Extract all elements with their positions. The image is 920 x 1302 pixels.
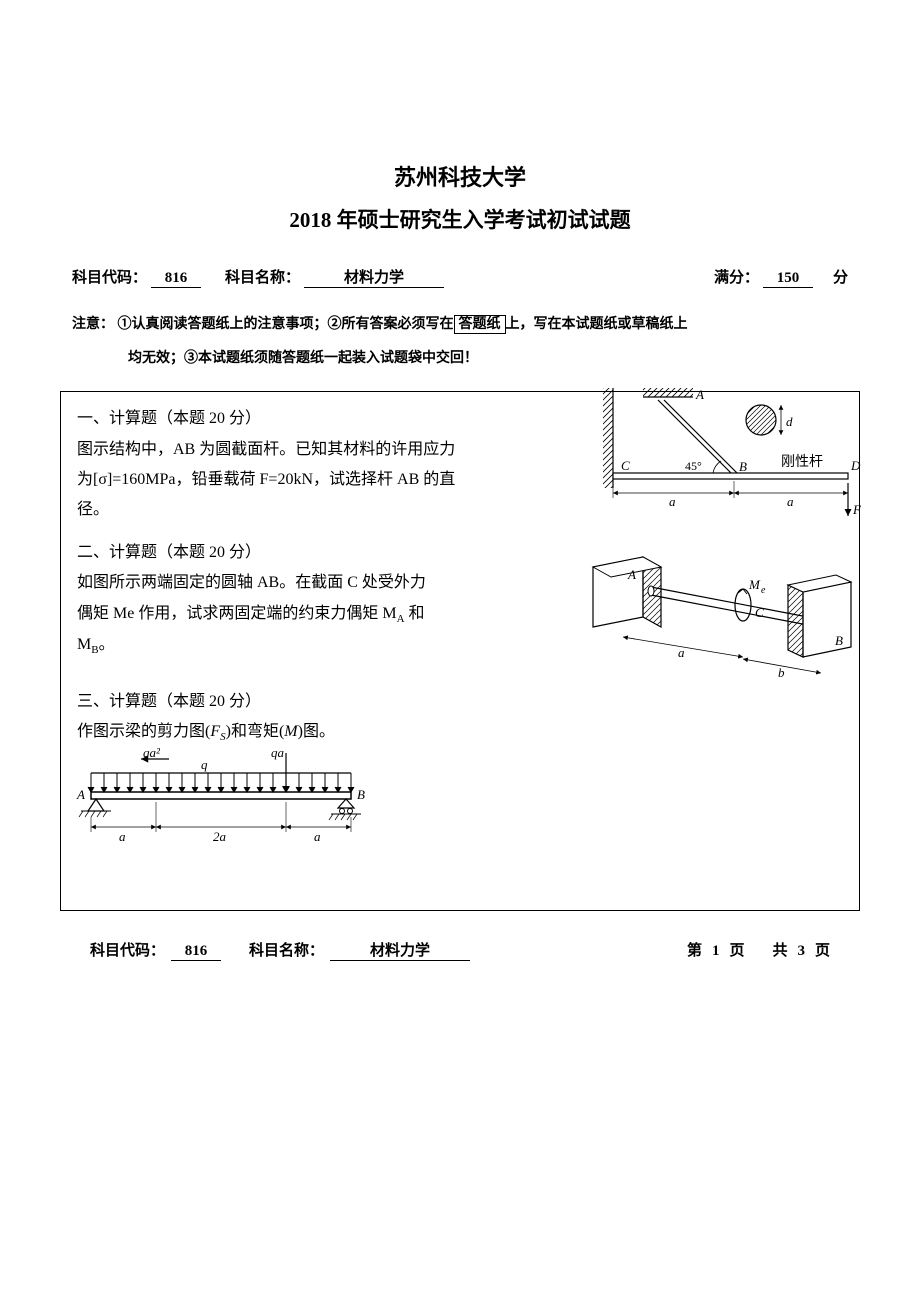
question-3: 三、计算题（本题 20 分） 作图示梁的剪力图(FS)和弯矩(M)图。: [77, 687, 843, 748]
name-value: 材料力学: [304, 266, 444, 288]
score-unit: 分: [833, 266, 848, 287]
code-value: 816: [151, 270, 201, 288]
footer-name-label: 科目名称：: [249, 939, 324, 960]
svg-text:B: B: [739, 459, 747, 474]
svg-text:qa²: qa²: [143, 747, 161, 760]
svg-text:A: A: [76, 787, 85, 802]
svg-text:45°: 45°: [685, 459, 702, 473]
svg-text:qa: qa: [271, 747, 285, 760]
notice-line-2: 均无效；③本试题纸须随答题纸一起装入试题袋中交回！: [72, 342, 848, 376]
q3-title: 三、计算题（本题 20 分）: [77, 687, 843, 717]
svg-text:F: F: [852, 502, 862, 517]
svg-text:D: D: [850, 458, 861, 473]
q2-body: 如图所示两端固定的圆轴 AB。在截面 C 处受外力偶矩 Me 作用，试求两固定端…: [77, 568, 427, 661]
svg-text:A: A: [627, 567, 636, 582]
svg-text:A: A: [695, 388, 704, 402]
exam-title: 2018 年硕士研究生入学考试初试试题: [60, 204, 860, 234]
svg-text:M: M: [748, 577, 761, 592]
page-num: 1: [708, 943, 724, 960]
name-label: 科目名称：: [225, 266, 300, 287]
score-value: 150: [763, 270, 813, 288]
code-label: 科目代码：: [72, 266, 147, 287]
svg-text:B: B: [835, 633, 843, 648]
figure-3: q qa² qa A B: [71, 747, 381, 847]
svg-text:q: q: [201, 757, 208, 772]
svg-text:2a: 2a: [213, 829, 227, 844]
svg-text:B: B: [357, 787, 365, 802]
svg-text:b: b: [778, 665, 785, 680]
page-header: 苏州科技大学 2018 年硕士研究生入学考试初试试题: [60, 160, 860, 234]
questions-box: 一、计算题（本题 20 分） 图示结构中，AB 为圆截面杆。已知其材料的许用应力…: [60, 391, 860, 911]
svg-text:e: e: [761, 585, 766, 596]
figure-1: C 45° B A d 刚性杆 D F a a: [603, 388, 863, 528]
q3-body: 作图示梁的剪力图(FS)和弯矩(M)图。: [77, 717, 843, 748]
svg-text:a: a: [669, 494, 676, 509]
svg-text:a: a: [787, 494, 794, 509]
footer-name: 材料力学: [330, 939, 470, 961]
notice-line-1: 注意： ①认真阅读答题纸上的注意事项；②所有答案必须写在答题纸上，写在本试题纸或…: [72, 308, 848, 342]
boxed-text: 答题纸: [454, 315, 506, 334]
svg-text:d: d: [786, 414, 793, 429]
figure-2: A M e C B a b: [583, 537, 863, 682]
footer-info: 科目代码： 816 科目名称： 材料力学 第 1 页 共 3 页: [90, 939, 830, 961]
svg-text:a: a: [314, 829, 321, 844]
total-pages: 3: [793, 943, 809, 960]
svg-text:a: a: [119, 829, 126, 844]
svg-text:a: a: [678, 645, 685, 660]
svg-text:刚性杆: 刚性杆: [781, 454, 823, 470]
svg-text:C: C: [621, 458, 630, 473]
notice-block: 注意： ①认真阅读答题纸上的注意事项；②所有答案必须写在答题纸上，写在本试题纸或…: [72, 308, 848, 375]
svg-text:C: C: [755, 605, 764, 620]
score-label: 满分：: [714, 266, 759, 287]
footer-code-label: 科目代码：: [90, 939, 165, 960]
subject-info-line: 科目代码： 816 科目名称： 材料力学 满分： 150 分: [72, 266, 848, 288]
university-name: 苏州科技大学: [60, 160, 860, 192]
footer-code: 816: [171, 943, 221, 961]
q1-body: 图示结构中，AB 为圆截面杆。已知其材料的许用应力为[σ]=160MPa，铅垂载…: [77, 435, 457, 526]
